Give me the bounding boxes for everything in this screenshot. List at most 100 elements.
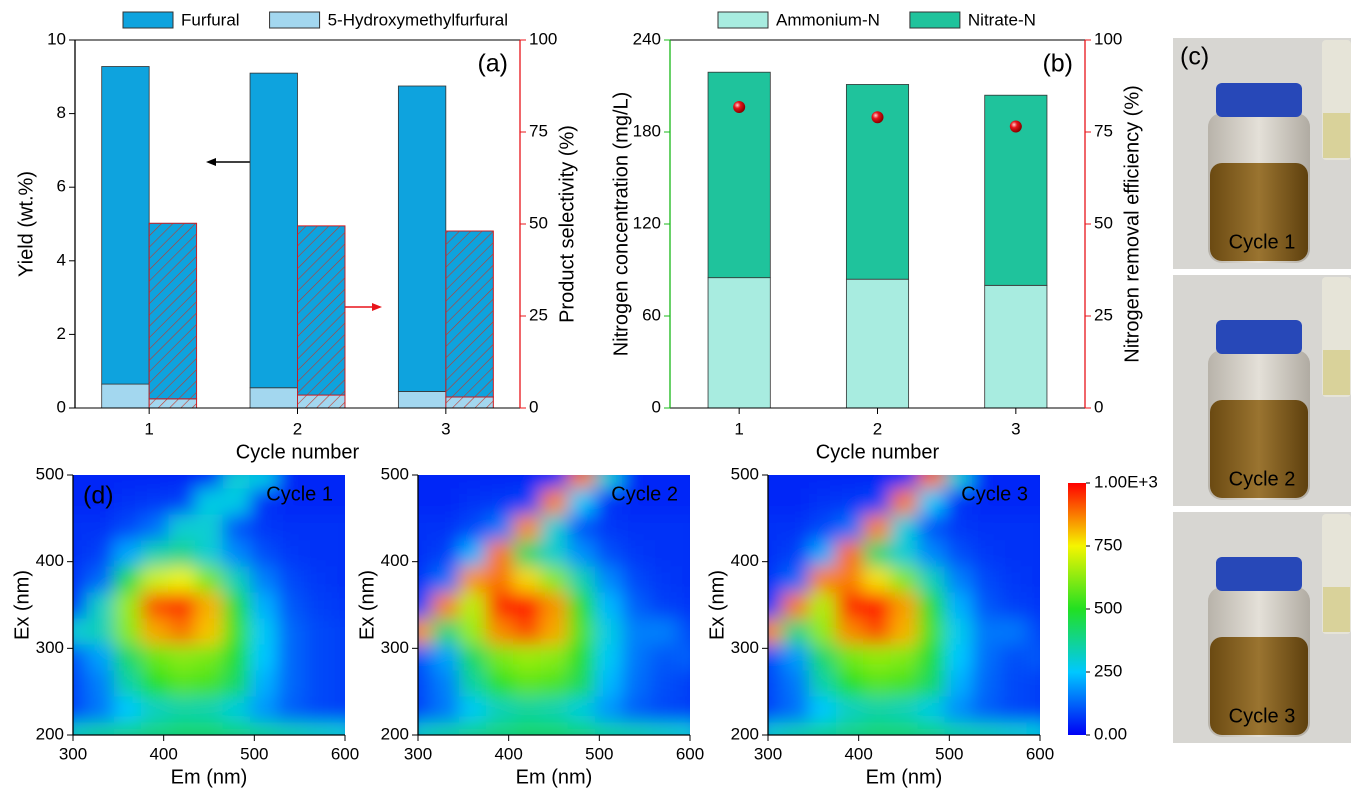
cell (567, 722, 596, 735)
cell (222, 475, 251, 489)
cell (222, 670, 251, 697)
cell (277, 566, 305, 593)
y-tick-label: 300 (381, 638, 409, 657)
cell (168, 540, 196, 567)
jar-liquid (1210, 637, 1308, 735)
cell (567, 670, 596, 697)
cell (836, 618, 864, 645)
cell (863, 475, 891, 489)
cell (649, 722, 677, 735)
cell (486, 618, 514, 645)
cell (808, 644, 837, 671)
cell (972, 540, 1000, 567)
cell (836, 644, 864, 671)
cell (513, 644, 541, 671)
cell (331, 475, 345, 489)
cell (944, 475, 973, 489)
cell (836, 696, 864, 723)
cell (168, 566, 196, 593)
cell (304, 592, 332, 619)
cell (304, 722, 332, 735)
cell (836, 475, 864, 489)
cell (836, 722, 864, 735)
cell (781, 618, 810, 645)
cell (999, 722, 1027, 735)
cell (168, 696, 196, 723)
cell (141, 644, 169, 671)
arrow-head (206, 158, 216, 166)
cell (622, 618, 650, 645)
cell (141, 696, 169, 723)
x-tick-label: 600 (1026, 744, 1054, 763)
cell (676, 592, 690, 619)
x-axis-label: Cycle number (236, 441, 360, 463)
cell (594, 592, 623, 619)
y-tick-label: 0 (652, 397, 661, 416)
y-tick-label: 200 (36, 724, 64, 743)
y-tick-label: 10 (47, 29, 66, 48)
cell (195, 670, 224, 697)
cell (781, 475, 810, 489)
cell (540, 475, 569, 489)
cell (863, 722, 891, 735)
cell (768, 722, 783, 735)
cell (168, 488, 196, 515)
cell (863, 618, 891, 645)
legend-swatch (269, 11, 321, 29)
y2-tick-label: 100 (1094, 29, 1122, 48)
panel-label: (b) (1042, 50, 1073, 78)
cell (418, 644, 433, 671)
cell (676, 696, 690, 723)
heatmap-title: Cycle 3 (961, 483, 1028, 505)
cell (836, 488, 864, 515)
cell (431, 475, 460, 489)
cell (141, 618, 169, 645)
point (733, 100, 746, 113)
cell (277, 670, 305, 697)
cell (73, 475, 88, 489)
cell (195, 514, 224, 541)
cell (567, 540, 596, 567)
hatch (445, 396, 494, 409)
cell (277, 592, 305, 619)
y-tick-label: 200 (381, 724, 409, 743)
y-tick-label: 120 (633, 213, 661, 232)
cell (195, 566, 224, 593)
cell (86, 475, 115, 489)
cell (622, 644, 650, 671)
cell (113, 670, 142, 697)
panel-label: (c) (1180, 43, 1209, 71)
cell (418, 488, 433, 515)
cell (86, 670, 115, 697)
cell (168, 592, 196, 619)
cell (622, 696, 650, 723)
cell (768, 618, 783, 645)
cell (418, 514, 433, 541)
cell (649, 475, 677, 489)
cell (513, 540, 541, 567)
cell (222, 566, 251, 593)
cell (781, 514, 810, 541)
cell (808, 514, 837, 541)
x-tick-label: 2 (873, 419, 882, 438)
cell (141, 722, 169, 735)
cell (567, 618, 596, 645)
cell (768, 644, 783, 671)
cell (808, 592, 837, 619)
y2-axis-label: Product selectivity (%) (556, 125, 578, 323)
arrow-head (372, 303, 382, 311)
cell (999, 592, 1027, 619)
bar (249, 387, 298, 409)
cell (676, 475, 690, 489)
cell (418, 592, 433, 619)
vial-liquid (1323, 113, 1350, 158)
y-tick-label: 500 (381, 464, 409, 483)
cell (781, 540, 810, 567)
y2-tick-label: 50 (1094, 213, 1113, 232)
cell (277, 722, 305, 735)
cell (594, 475, 623, 489)
cell (195, 475, 224, 489)
cell (195, 644, 224, 671)
cell (73, 592, 88, 619)
photo-caption: Cycle 2 (1229, 468, 1296, 490)
